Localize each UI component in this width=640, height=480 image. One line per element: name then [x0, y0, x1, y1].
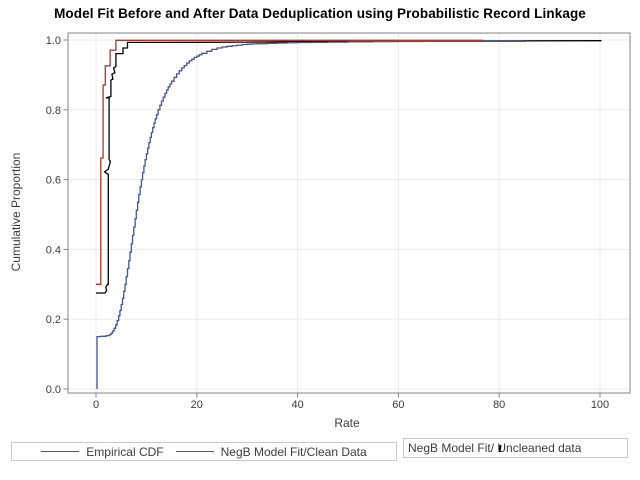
legend: Empirical CDF NegB Model Fit/Clean Data — [11, 442, 397, 461]
y-tick-label: 0.8 — [46, 105, 61, 117]
legend-label-uncleaned-fit: NegB Model Fit/ Uncleaned data — [408, 441, 582, 455]
x-tick-label: 0 — [93, 399, 99, 411]
y-tick-label: 0.2 — [46, 314, 61, 326]
x-tick-label: 40 — [291, 399, 303, 411]
x-tick-label: 80 — [493, 399, 505, 411]
x-tick-label: 20 — [191, 399, 203, 411]
negb-model-fit-uncleaned-data-curve — [96, 40, 602, 294]
x-tick-label: 100 — [591, 399, 609, 411]
x-tick-label: 60 — [392, 399, 404, 411]
y-tick-label: 1.0 — [46, 35, 61, 47]
y-tick-label: 0.0 — [46, 384, 61, 396]
empirical-cdf-line-sample — [41, 451, 80, 452]
clean-fit-line-sample — [175, 451, 214, 452]
legend-label-empirical-cdf: Empirical CDF — [86, 444, 164, 459]
chart-title: Model Fit Before and After Data Deduplic… — [54, 6, 586, 21]
negb-model-fit-clean-data-curve — [96, 39, 484, 285]
legend-uncleaned: NegB Model Fit/ Uncleaned data — [403, 438, 628, 458]
y-tick-label: 0.6 — [46, 175, 61, 187]
x-axis-title: Rate — [334, 416, 360, 430]
legend-label-clean-fit: NegB Model Fit/Clean Data — [220, 444, 367, 459]
y-axis-title: Cumulative Proportion — [9, 152, 23, 272]
y-tick-label: 0.4 — [46, 244, 61, 256]
empirical-cdf-curve — [96, 40, 526, 389]
plot-frame — [67, 32, 631, 394]
